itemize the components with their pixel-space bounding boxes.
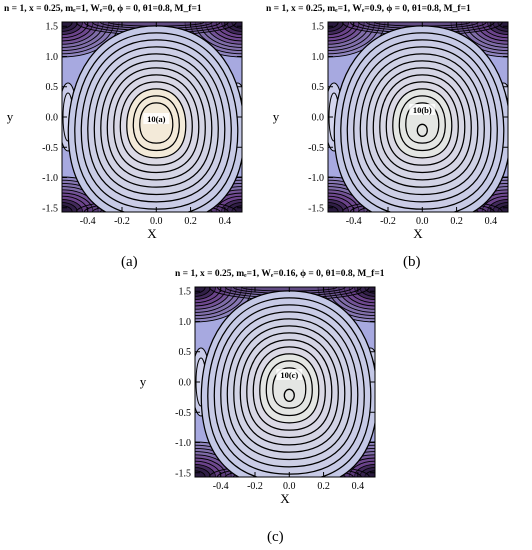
y-tick-label: 0.0 — [46, 113, 59, 124]
contour-field: 10(a) — [62, 22, 242, 212]
x-tick-label: 0.4 — [352, 481, 365, 492]
vortex-eye — [283, 388, 295, 402]
y-tick-label: 1.5 — [179, 287, 192, 298]
annotation-bg — [276, 368, 303, 380]
y-tick-label: -1.0 — [42, 173, 58, 184]
y-tick-label: 0.5 — [179, 347, 192, 358]
x-tick-label: 0.2 — [317, 481, 330, 492]
x-tick-label: -0.4 — [213, 481, 229, 492]
x-tick-label: 0.0 — [283, 481, 296, 492]
annotation-bg — [409, 103, 436, 115]
x-tick-label: 0.2 — [450, 216, 463, 227]
x-axis-label: X — [413, 226, 423, 241]
panel-b: n = 1, x = 0.25, mₑ=1, Wₑ=0.9, ϕ = 0, θ1… — [266, 0, 532, 275]
annotation-bg — [143, 113, 170, 125]
y-tick-label: 1.5 — [312, 22, 325, 33]
panel-b-title: n = 1, x = 0.25, mₑ=1, Wₑ=0.9, ϕ = 0, θ1… — [266, 4, 471, 14]
contour-annotation: 10(b) — [413, 105, 432, 115]
x-tick-label: -0.4 — [346, 216, 362, 227]
x-tick-label: -0.2 — [114, 216, 130, 227]
panel-a-caption: (a) — [121, 254, 138, 270]
y-tick-label: -0.5 — [308, 143, 324, 154]
contour-field: 10(c) — [195, 287, 375, 477]
y-tick-label: 1.0 — [312, 52, 325, 63]
contour-plot-a: 10(a) -0.4 -0.2 0.0 0.2 0.4 1.5 1.0 0.5 0.0 -0.5 -1… — [7, 21, 243, 241]
panel-a: n = 1, x = 0.25, mₑ=1, Wₑ=0, ϕ = 0, θ1=0… — [0, 0, 266, 275]
panel-a-title: n = 1, x = 0.25, mₑ=1, Wₑ=0, ϕ = 0, θ1=0… — [4, 4, 202, 14]
y-tick-label: -0.5 — [42, 143, 58, 154]
y-tick-label: -1.5 — [175, 468, 191, 479]
panel-c: n = 1, x = 0.25, mₑ=1, Wₑ=0.16, ϕ = 0, θ… — [133, 269, 399, 550]
contour-annotation: 10(a) — [147, 114, 166, 124]
x-tick-label: 0.0 — [416, 216, 429, 227]
y-tick-label: -1.0 — [308, 173, 324, 184]
contour-annotation: 10(c) — [280, 370, 298, 380]
contour-field: 10(b) — [328, 22, 508, 212]
y-tick-label: 0.5 — [46, 82, 59, 93]
contour-plot-b: 10(b) -0.4 -0.2 0.0 0.2 0.4 1.5 1.0 0.5 0.0 -0.5 -1… — [273, 21, 509, 241]
y-axis-label: y — [7, 109, 14, 124]
contour-plot-c: 10(c) -0.4 -0.2 0.0 0.2 0.4 1.5 1.0 0.5 0.0 -0.5 -1… — [140, 286, 376, 506]
y-tick-label: 0.5 — [312, 82, 325, 93]
y-tick-label: -1.0 — [175, 438, 191, 449]
x-tick-label: -0.2 — [247, 481, 263, 492]
x-tick-label: 0.0 — [150, 216, 163, 227]
y-tick-label: -1.5 — [308, 203, 324, 214]
vortex-eye — [416, 123, 428, 137]
x-axis-label: X — [280, 491, 290, 506]
y-axis-label: y — [140, 374, 147, 389]
x-tick-label: -0.4 — [80, 216, 96, 227]
y-tick-label: 0.0 — [312, 113, 325, 124]
x-tick-label: 0.2 — [184, 216, 197, 227]
y-axis-label: y — [273, 109, 280, 124]
x-tick-label: 0.4 — [219, 216, 232, 227]
panel-c-title: n = 1, x = 0.25, mₑ=1, Wₑ=0.16, ϕ = 0, θ… — [175, 269, 385, 279]
y-tick-label: 1.5 — [46, 22, 59, 33]
y-tick-label: 0.0 — [179, 378, 192, 389]
panel-c-caption: (c) — [267, 529, 284, 545]
y-tick-label: -1.5 — [42, 203, 58, 214]
y-tick-label: -0.5 — [175, 408, 191, 419]
x-tick-label: -0.2 — [380, 216, 396, 227]
y-tick-label: 1.0 — [179, 317, 192, 328]
x-tick-label: 0.4 — [485, 216, 498, 227]
y-tick-label: 1.0 — [46, 52, 59, 63]
x-axis-label: X — [147, 226, 157, 241]
panel-b-caption: (b) — [403, 254, 421, 270]
